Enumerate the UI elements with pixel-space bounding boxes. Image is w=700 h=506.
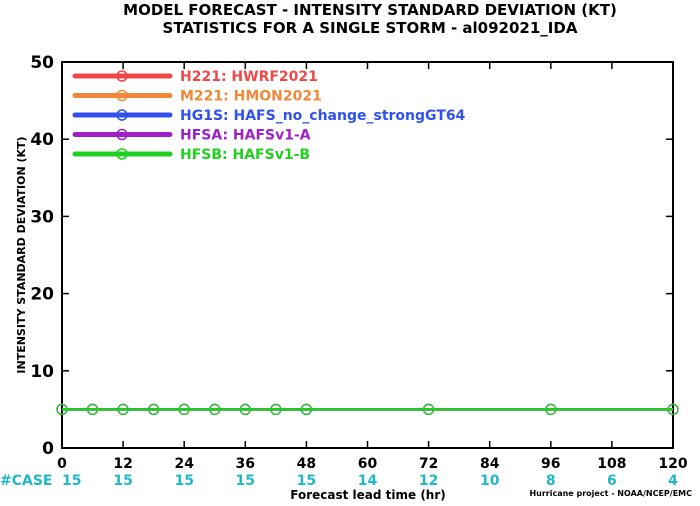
x-tick-label: 48 — [297, 456, 316, 472]
case-count: 15 — [62, 473, 81, 489]
series-point — [423, 403, 435, 415]
y-tick-label: 20 — [30, 285, 54, 305]
y-tick-label: 50 — [30, 53, 54, 73]
x-tick-label: 96 — [541, 456, 560, 472]
series-point — [148, 403, 160, 415]
y-tick-label: 10 — [30, 362, 54, 382]
series-point — [117, 403, 129, 415]
x-tick-label: 84 — [480, 456, 500, 472]
case-count: 4 — [668, 473, 678, 489]
legend-marker — [116, 89, 128, 102]
legend-label: HFSB: HAFSv1-B — [180, 147, 310, 163]
case-count: 12 — [419, 473, 438, 489]
series-point — [209, 403, 221, 415]
chart-subtitle: STATISTICS FOR A SINGLE STORM - al092021… — [162, 19, 578, 37]
legend-label: HFSA: HAFSv1-A — [180, 128, 311, 144]
case-count: 14 — [358, 473, 378, 489]
case-label: #CASE — [0, 473, 53, 489]
x-tick-label: 0 — [57, 456, 67, 472]
legend-label: M221: HMON2021 — [180, 89, 322, 105]
x-axis-label: Forecast lead time (hr) — [290, 488, 446, 502]
legend-marker — [116, 70, 128, 82]
y-tick-label: 40 — [30, 130, 54, 150]
x-tick-label: 72 — [419, 456, 438, 472]
series-point — [178, 403, 190, 415]
legend-marker — [116, 148, 128, 160]
x-tick-label: 12 — [113, 456, 132, 472]
credit-text: Hurricane project - NOAA/NCEP/EMC — [529, 489, 692, 498]
series-point — [270, 403, 282, 415]
y-axis-label: INTENSITY STANDARD DEVIATION (KT) — [15, 136, 28, 373]
case-count: 6 — [607, 473, 617, 489]
series-point — [86, 403, 99, 415]
series-point — [667, 403, 679, 415]
x-tick-label: 24 — [174, 456, 194, 472]
x-tick-label: 60 — [358, 456, 378, 472]
series-point — [239, 403, 251, 415]
series-point — [300, 403, 312, 415]
x-tick-label: 36 — [236, 456, 255, 472]
series-point — [56, 403, 68, 415]
chart-title: MODEL FORECAST - INTENSITY STANDARD DEVI… — [123, 1, 617, 19]
legend-label: HG1S: HAFS_no_change_strongGT64 — [180, 108, 466, 124]
case-count: 15 — [113, 473, 132, 489]
y-tick-label: 0 — [42, 439, 54, 459]
case-count: 15 — [236, 473, 255, 489]
legend-marker — [116, 109, 128, 121]
legend-label: H221: HWRF2021 — [180, 69, 318, 85]
legend-marker — [116, 128, 128, 141]
x-tick-label: 108 — [597, 456, 626, 472]
case-count: 8 — [546, 473, 556, 489]
x-tick-label: 120 — [658, 456, 687, 472]
y-tick-label: 30 — [30, 207, 54, 227]
case-count: 15 — [297, 473, 316, 489]
series-point — [545, 403, 557, 415]
case-count: 15 — [174, 473, 193, 489]
case-count: 10 — [480, 473, 500, 489]
